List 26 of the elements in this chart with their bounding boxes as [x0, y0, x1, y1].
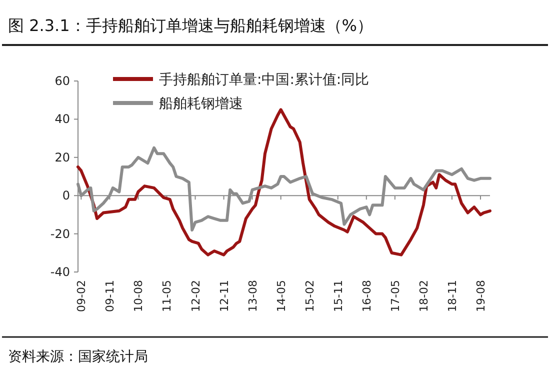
y-tick-label: 20 — [54, 150, 70, 164]
x-tick-label: 12-02 — [189, 280, 202, 312]
y-tick-label: 60 — [54, 74, 70, 88]
x-tick-label: 12-11 — [218, 280, 231, 312]
x-tick-label: 18-11 — [446, 280, 459, 312]
x-tick-label: 19-08 — [474, 280, 488, 312]
x-tick-label: 11-05 — [160, 280, 174, 312]
x-tick-label: 09-11 — [104, 280, 117, 312]
y-tick-label: 0 — [62, 188, 70, 203]
x-tick-label: 10-08 — [132, 280, 146, 312]
legend-label: 手持船舶订单量:中国:累计值:同比 — [159, 72, 370, 88]
x-tick-label: 18-02 — [417, 280, 430, 312]
x-tick-label: 16-08 — [360, 280, 374, 312]
x-tick-label: 13-08 — [246, 280, 260, 312]
y-tick-label: 40 — [54, 112, 70, 126]
x-tick-label: 15-02 — [303, 280, 316, 312]
x-tick-label: 09-02 — [75, 280, 88, 312]
line-series — [76, 108, 492, 256]
x-tick-label: 17-05 — [388, 280, 402, 312]
y-tick-label: -20 — [50, 226, 70, 241]
text: 资料来源：国家统计局 — [8, 349, 148, 365]
y-tick-label: -40 — [50, 265, 70, 279]
x-tick-label: 15-11 — [332, 280, 345, 312]
legend-label: 船舶耗钢增速 — [159, 96, 243, 112]
x-tick-label: 14-05 — [274, 280, 288, 312]
chart-title: 图 2.3.1：手持船舶订单增速与船舶耗钢增速（%） — [8, 16, 373, 35]
